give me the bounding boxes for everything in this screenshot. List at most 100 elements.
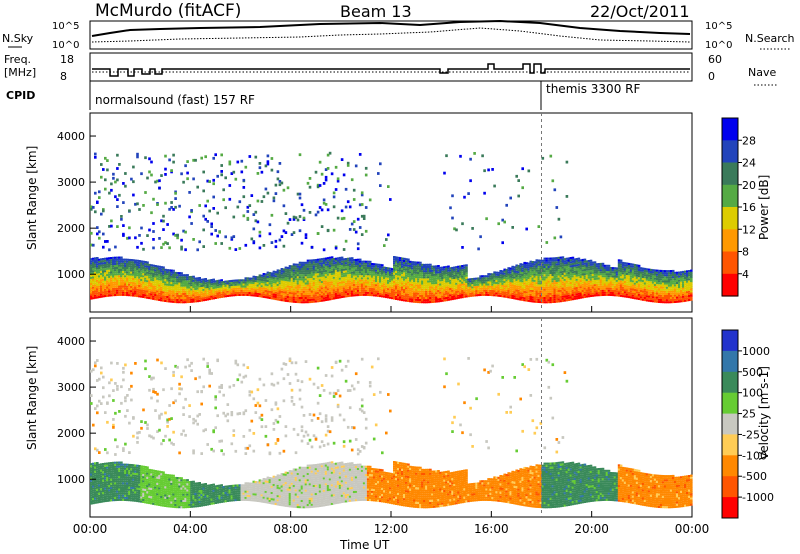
power-echo-cell [519, 277, 522, 280]
power-echo-cell [601, 291, 605, 294]
power-echo-cell [162, 266, 165, 269]
power-echo-cell [511, 278, 514, 281]
power-echo-cell [603, 289, 607, 292]
power-echo-cell [364, 291, 368, 294]
power-echo-cell [196, 283, 199, 286]
power-echo-cell [256, 294, 260, 297]
power-echo-cell [154, 298, 157, 301]
power-echo-cell [236, 285, 240, 288]
power-echo-cell [360, 285, 364, 288]
power-echo-cell [146, 176, 149, 180]
power-echo-cell [252, 277, 256, 280]
power-echo-cell [639, 275, 643, 278]
power-echo-cell [541, 284, 545, 287]
power-echo-cell [156, 279, 159, 282]
power-echo-cell [613, 285, 617, 288]
power-echo-cell [196, 285, 199, 288]
power-echo-cell [453, 293, 456, 296]
power-echo-cell [338, 294, 342, 297]
power-echo-cell [629, 294, 633, 297]
power-echo-cell [294, 278, 298, 281]
power-echo-cell [589, 268, 593, 271]
power-echo-cell [547, 268, 551, 271]
power-echo-cell [611, 269, 615, 272]
power-echo-cell [358, 283, 362, 286]
power-echo-cell [479, 279, 482, 282]
power-echo-cell [90, 293, 93, 296]
power-echo-cell [385, 271, 388, 274]
power-echo-cell [481, 293, 484, 296]
power-echo-cell [479, 293, 482, 296]
power-echo-cell [112, 261, 115, 264]
power-echo-cell [284, 231, 288, 234]
power-echo-cell [579, 286, 583, 289]
power-echo-cell [118, 256, 121, 259]
power-echo-cell [555, 281, 559, 284]
power-echo-cell [204, 284, 207, 287]
power-echo-cell [547, 297, 551, 300]
power-echo-cell [393, 258, 396, 261]
power-echo-cell [503, 289, 506, 292]
power-echo-cell [447, 280, 450, 283]
power-echo-cell [473, 290, 476, 293]
power-echo-cell [306, 301, 310, 304]
power-echo-cell [491, 285, 494, 288]
power-echo-cell [493, 283, 496, 286]
power-echo-cell [154, 294, 157, 297]
power-echo-cell [332, 274, 336, 277]
power-echo-cell [569, 290, 573, 293]
power-echo-cell [585, 289, 589, 292]
power-echo-cell [314, 300, 318, 303]
power-echo-cell [360, 287, 364, 290]
power-echo-cell [144, 275, 147, 278]
power-echo-cell [180, 280, 183, 283]
power-echo-cell [587, 270, 591, 273]
power-echo-cell [559, 300, 563, 303]
power-echo-cell [120, 256, 123, 259]
power-echo-cell [356, 289, 360, 292]
power-echo-cell [535, 275, 539, 278]
power-echo-cell [561, 291, 565, 294]
power-echo-cell [527, 272, 531, 275]
power-echo-cell [368, 275, 372, 278]
power-echo-cell [471, 227, 474, 230]
power-echo-cell [413, 298, 416, 301]
power-echo-cell [334, 265, 338, 268]
power-echo-cell [112, 294, 115, 297]
power-echo-cell [252, 292, 256, 295]
power-echo-cell [156, 179, 159, 183]
power-echo-cell [487, 293, 490, 296]
power-echo-cell [294, 265, 298, 268]
power-echo-cell [362, 271, 366, 274]
power-echo-cell [553, 300, 557, 303]
power-echo-cell [162, 214, 165, 218]
power-echo-cell [451, 281, 454, 284]
power-echo-cell [374, 286, 378, 289]
power-echo-cell [308, 284, 312, 287]
power-echo-cell [286, 271, 290, 274]
power-echo-cell [102, 291, 105, 294]
power-echo-cell [146, 290, 149, 293]
power-echo-cell [593, 267, 597, 270]
power-echo-cell [619, 284, 623, 287]
power-echo-cell [140, 281, 143, 284]
power-echo-cell [266, 271, 270, 274]
power-echo-cell [453, 285, 456, 288]
power-echo-cell [527, 281, 531, 284]
power-echo-cell [583, 277, 587, 280]
power-echo-cell [358, 291, 362, 294]
power-echo-cell [529, 271, 533, 274]
power-echo-cell [138, 270, 141, 273]
power-echo-cell [92, 295, 95, 298]
power-echo-cell [399, 265, 402, 268]
power-echo-cell [407, 283, 410, 286]
power-echo-cell [96, 283, 99, 286]
power-echo-cell [395, 287, 398, 290]
power-echo-cell [136, 272, 139, 275]
power-echo-cell [563, 268, 567, 271]
power-echo-cell [240, 279, 244, 282]
power-echo-cell [633, 297, 637, 300]
cpid-label: CPID [6, 89, 35, 102]
power-echo-cell [567, 259, 571, 262]
power-echo-cell [190, 294, 193, 297]
